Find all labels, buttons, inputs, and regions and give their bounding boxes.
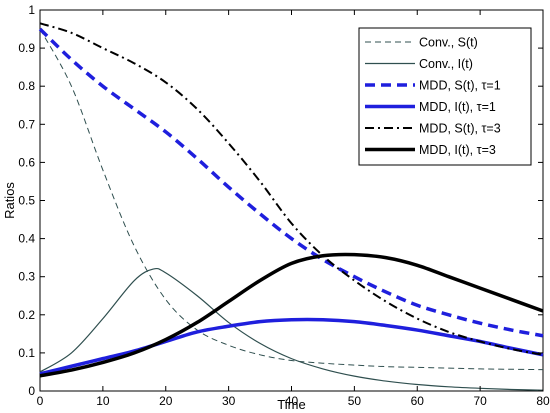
legend-label-2: Conv., I(t) (419, 57, 473, 71)
y-axis-label: Ratios (2, 182, 17, 219)
x-tick-label: 80 (536, 394, 550, 408)
legend: Conv., S(t) Conv., I(t) MDD, S(t), τ=1 MDD,… (358, 27, 532, 166)
series-line-4 (39, 317, 544, 376)
y-tick-label: 1 (28, 3, 35, 17)
y-tick-label: 0.3 (18, 270, 35, 284)
series-line-1 (39, 28, 544, 371)
series-line-5 (39, 22, 544, 356)
y-tick-label: 0.9 (18, 41, 35, 55)
y-tick-label: 0.1 (18, 346, 35, 360)
y-tick-label: 0.6 (18, 155, 35, 169)
legend-label-1: Conv., S(t) (419, 36, 478, 50)
legend-label-3: MDD, S(t), τ=1 (419, 79, 501, 93)
x-axis-label: Time (277, 397, 305, 412)
x-tick-label: 40 (285, 394, 299, 408)
series-line-2 (39, 267, 544, 391)
series-line-6 (39, 252, 544, 378)
x-tick-label: 20 (159, 394, 173, 408)
legend-label-5: MDD, S(t), τ=3 (419, 122, 501, 136)
legend-label-4: MDD, I(t), τ=1 (419, 100, 496, 114)
legend-box (358, 27, 532, 166)
y-tick-label: 0.5 (18, 194, 35, 208)
y-tick-label: 0.4 (18, 232, 35, 246)
x-tick-label: 50 (348, 394, 362, 408)
x-tick-label: 30 (222, 394, 236, 408)
y-tick-label: 0 (28, 384, 35, 398)
x-tick-label: 60 (411, 394, 425, 408)
series-layer (38, 22, 544, 391)
y-tick-label: 0.7 (18, 117, 35, 131)
x-tick-label: 10 (96, 394, 110, 408)
legend-label-6: MDD, I(t), τ=3 (419, 143, 496, 157)
ticks-layer: 0 10 20 30 40 50 60 70 80 0 0.1 0.2 0.3 0.4 0.5 0.6 0.7 0… (18, 3, 550, 408)
x-tick-label: 0 (37, 394, 44, 408)
y-tick-label: 0.8 (18, 79, 35, 93)
series-line-3 (38, 27, 544, 338)
y-tick-label: 0.2 (18, 308, 35, 322)
x-tick-label: 70 (473, 394, 487, 408)
